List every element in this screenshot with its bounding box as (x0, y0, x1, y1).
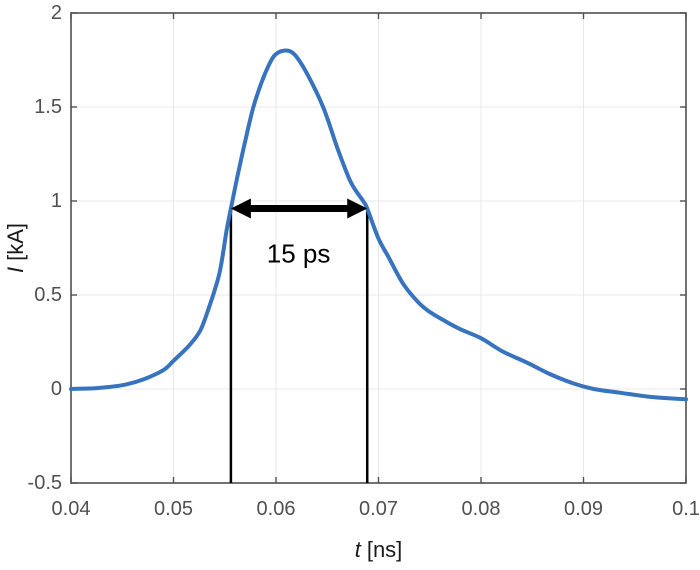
x-tick-label: 0.07 (359, 498, 398, 520)
data-line-current-pulse (69, 48, 688, 402)
y-axis-variable: I (3, 266, 28, 274)
y-tick-label: 0 (50, 378, 62, 400)
fwhm-arrowhead-right (347, 198, 368, 219)
x-tick-label: 0.06 (256, 498, 296, 520)
x-tick-label: 0.05 (154, 498, 193, 520)
x-tick-label: 0.08 (461, 498, 501, 520)
y-tick-label: -0.5 (27, 472, 62, 494)
x-axis-label: t [ns] (71, 537, 686, 563)
x-axis-unit: [ns] (366, 537, 403, 562)
y-axis-unit: [kA] (3, 222, 28, 261)
y-tick-label: 0.5 (34, 284, 62, 306)
x-tick-label: 0.09 (564, 498, 603, 520)
fwhm-label: 15 ps (266, 238, 331, 269)
y-axis-label: I [kA] (3, 223, 29, 273)
x-axis-variable: t (354, 537, 361, 562)
fwhm-arrowhead-left (230, 198, 251, 219)
y-tick-label: 2 (50, 2, 62, 24)
x-tick-label: 0.1 (672, 498, 700, 520)
x-tick-label: 0.04 (51, 498, 91, 520)
y-tick-label: 1 (50, 190, 62, 212)
y-tick-label: 1.5 (34, 96, 62, 118)
